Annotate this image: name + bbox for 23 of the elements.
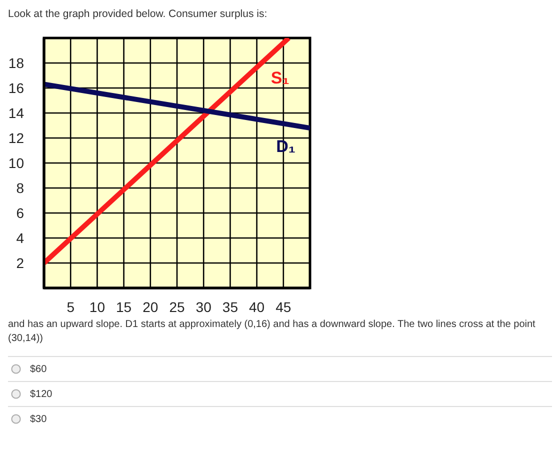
y-tick-label: 2 — [16, 254, 24, 271]
y-tick-label: 18 — [8, 54, 24, 71]
x-tick-label: 40 — [249, 298, 265, 315]
x-tick-label: 20 — [142, 298, 158, 315]
x-tick-label: 5 — [66, 298, 75, 315]
y-tick-label: 16 — [8, 80, 24, 96]
y-tick-label: 14 — [8, 104, 24, 121]
y-tick-label: 10 — [8, 154, 24, 171]
text: $120 — [30, 388, 52, 400]
x-tick-label: 45 — [276, 298, 292, 315]
y-tick-label: 8 — [16, 180, 24, 196]
y-tick-label: 6 — [16, 204, 24, 221]
y-tick-label: 4 — [16, 230, 24, 246]
x-tick-label: 10 — [89, 298, 106, 315]
y-tick-label: 12 — [8, 130, 24, 146]
text: $60 — [30, 364, 47, 374]
text: $30 — [30, 414, 47, 424]
chart-title: Look at the graph provided below. Consumer surplus is: — [8, 8, 268, 22]
x-tick-label: 35 — [222, 298, 238, 315]
x-tick-label: 15 — [116, 298, 132, 315]
x-tick-label: 25 — [169, 298, 185, 315]
text: and has an upward slope. D1 starts at approximately (0,16) and has a downward slope. The two lines cross at the point (30,14)) — [8, 318, 536, 346]
x-tick-label: 30 — [196, 298, 212, 315]
